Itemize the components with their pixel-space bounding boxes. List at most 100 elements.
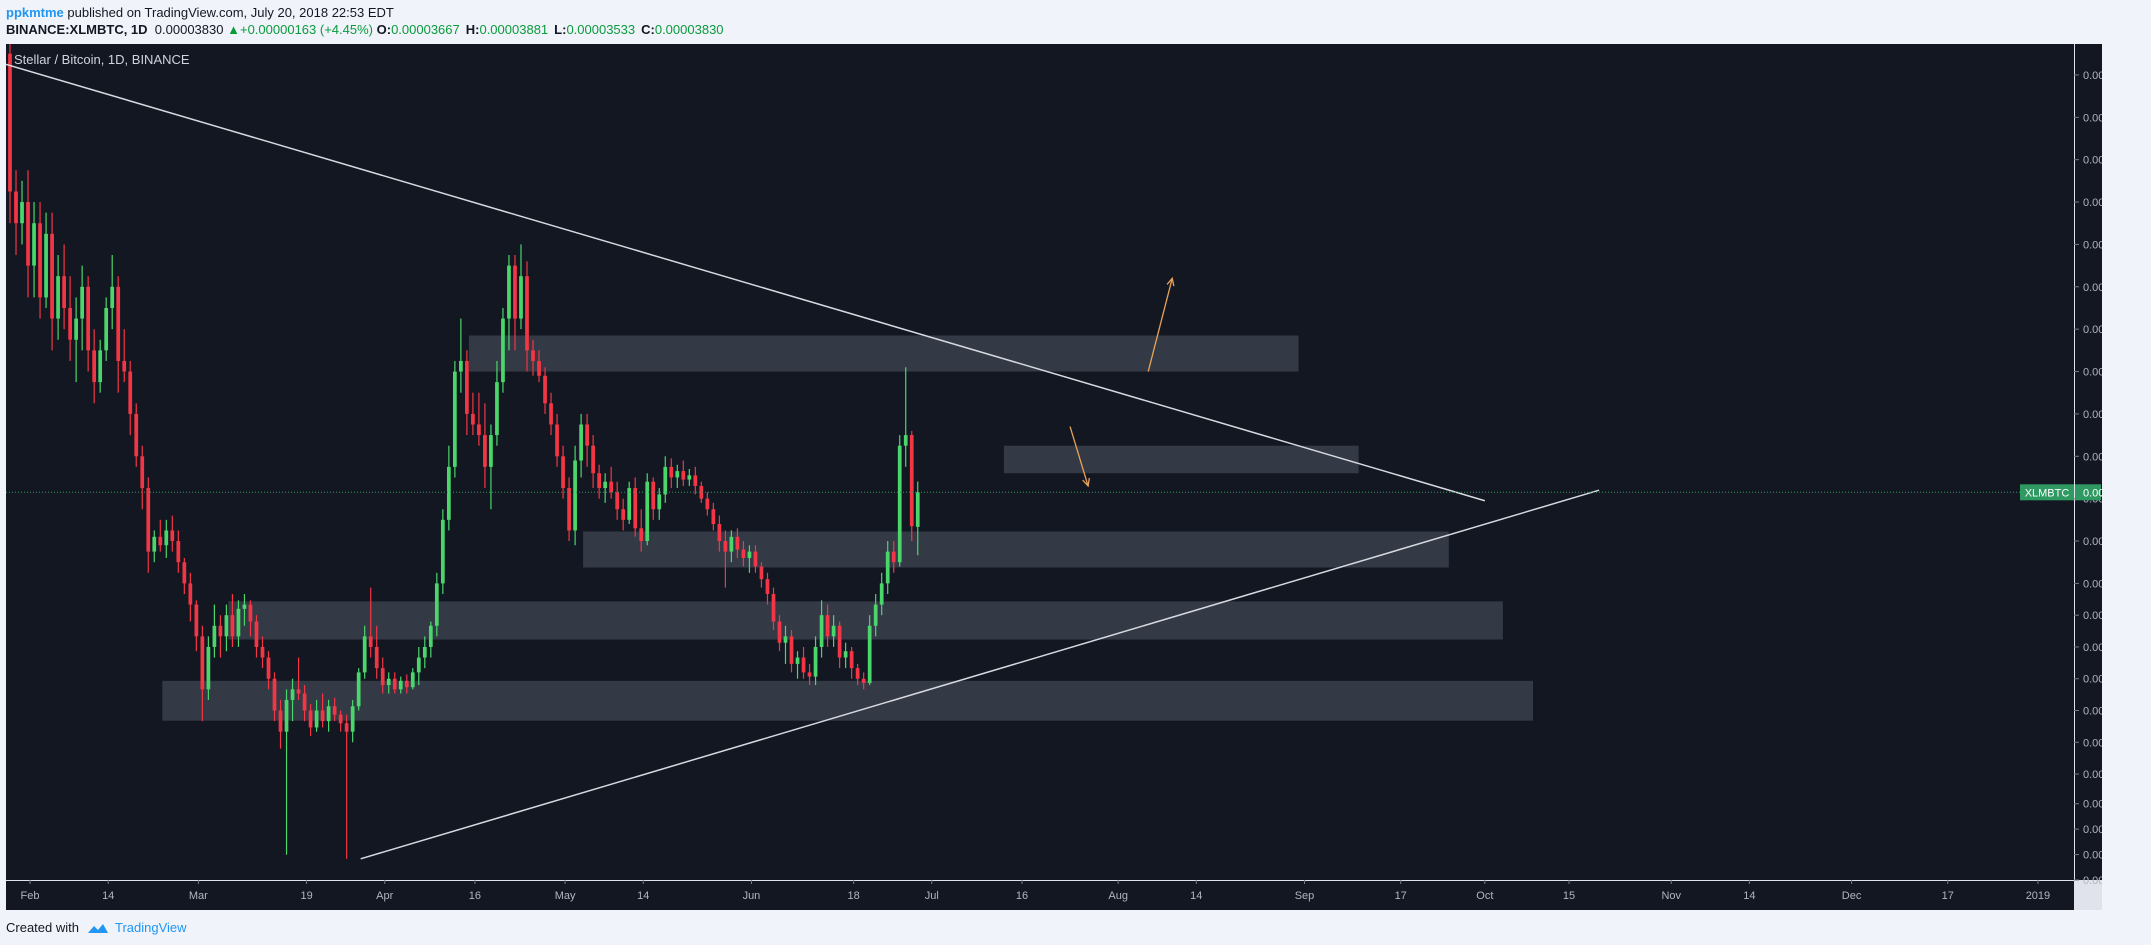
candle-body [332,706,337,715]
candle-body [849,651,854,669]
x-tick-label: 14 [1190,890,1202,902]
candle-body [374,646,379,669]
candle-body [296,689,301,694]
candle-body [717,524,722,542]
x-tick-label: 16 [469,890,481,902]
candle-body [368,636,373,647]
y-tick-label: 0.00002000 [2083,875,2102,887]
candle-body [356,672,361,707]
candle-body [825,615,830,637]
x-tick-label: 17 [1395,890,1407,902]
candle-body [134,413,139,457]
candle-body [68,307,72,340]
candle-body [290,689,295,700]
candle-body [465,360,469,414]
candle-body [404,680,409,688]
candle-body [362,636,367,673]
candle-body [753,551,758,567]
candle-body [903,435,908,446]
candle-body [819,615,824,647]
candle-body [26,202,30,266]
candle-body [483,435,487,467]
candle-body [230,615,235,637]
candle-body [344,723,349,732]
candle-body [561,456,565,489]
candle-body [723,541,728,552]
y-tick-label: 0.00004400 [2083,367,2102,379]
candle-body [434,583,439,626]
candle-body [92,350,97,383]
y-tick-label: 0.00002950 [2083,674,2102,686]
y-tick-label: 0.00004600 [2083,324,2102,336]
candle-body [386,678,391,686]
high-label: H: [465,22,480,37]
candle-body [489,435,493,467]
candle-body [909,435,914,527]
candle-body [284,699,289,732]
candle-body [879,583,884,605]
candle-body [56,276,60,319]
symbol-label: BINANCE:XLMBTC, 1D [6,22,148,37]
y-tick-label: 0.00002500 [2083,769,2102,781]
arrow-head [1082,477,1090,488]
open-label: O: [376,22,392,37]
candle-body [675,471,680,478]
published-text: published on TradingView.com, July 20, 2… [67,5,394,20]
candle-body [543,375,547,404]
candle-body [789,636,794,664]
x-tick-label: Feb [21,890,40,902]
tradingview-link[interactable]: TradingView [114,920,187,935]
x-tick-label: 14 [637,890,649,902]
y-tick-label: 0.00002800 [2083,706,2102,718]
change-arrow-icon: ▲ [227,22,240,37]
candle-body [212,625,217,647]
candle-body [873,604,878,626]
candle-body [98,350,103,383]
candle-body [579,424,583,461]
candle-body [152,536,157,552]
candle-body [615,492,620,510]
candle-body [681,471,686,480]
candle-body [416,657,421,673]
candle-body [525,276,529,351]
candle-body [422,646,427,658]
candle-body [392,678,397,690]
x-tick-label: 18 [848,890,860,902]
y-tick-label: 0.00005200 [2083,197,2102,209]
candle-body [338,714,343,724]
y-tick-label: 0.00005000 [2083,239,2102,251]
candle-body [188,583,193,605]
y-tick-label: 0.00003600 [2083,536,2102,548]
candle-body [266,657,271,679]
candle-body [555,424,559,457]
candle-body [651,481,656,510]
open-value: 0.00003667 [391,22,460,37]
y-tick-label: 0.00003250 [2083,610,2102,622]
support-resistance-zone [162,680,1533,721]
candle-body [122,360,127,372]
candle-body [471,413,475,425]
candle-body [170,530,175,542]
price-chart[interactable]: 0.00005800 0.00005600 0.00005400 0.00005200… [6,44,2102,910]
support-resistance-zone [228,601,1503,640]
x-tick-label: Sep [1295,890,1315,902]
candle-body [501,318,505,383]
candle-body [206,646,211,690]
y-tick-label: 0.00005400 [2083,155,2102,167]
candle-body [302,693,307,711]
candle-body [531,350,535,361]
y-tick-label: 0.00002240 [2083,824,2102,836]
footer: Created with TradingView [6,920,187,935]
author-link[interactable]: ppkmtme [6,5,64,20]
candle-body [687,475,692,480]
candle-body [693,475,698,486]
plot-layer [6,44,1600,860]
high-value: 0.00003881 [479,22,549,37]
candle-body [14,191,18,224]
candle-body [440,519,445,584]
candle-body [236,608,241,637]
y-tick-label: 0.00004000 [2083,451,2102,463]
candle-body [50,233,54,319]
candle-body [633,488,638,529]
candle-body [194,604,199,637]
